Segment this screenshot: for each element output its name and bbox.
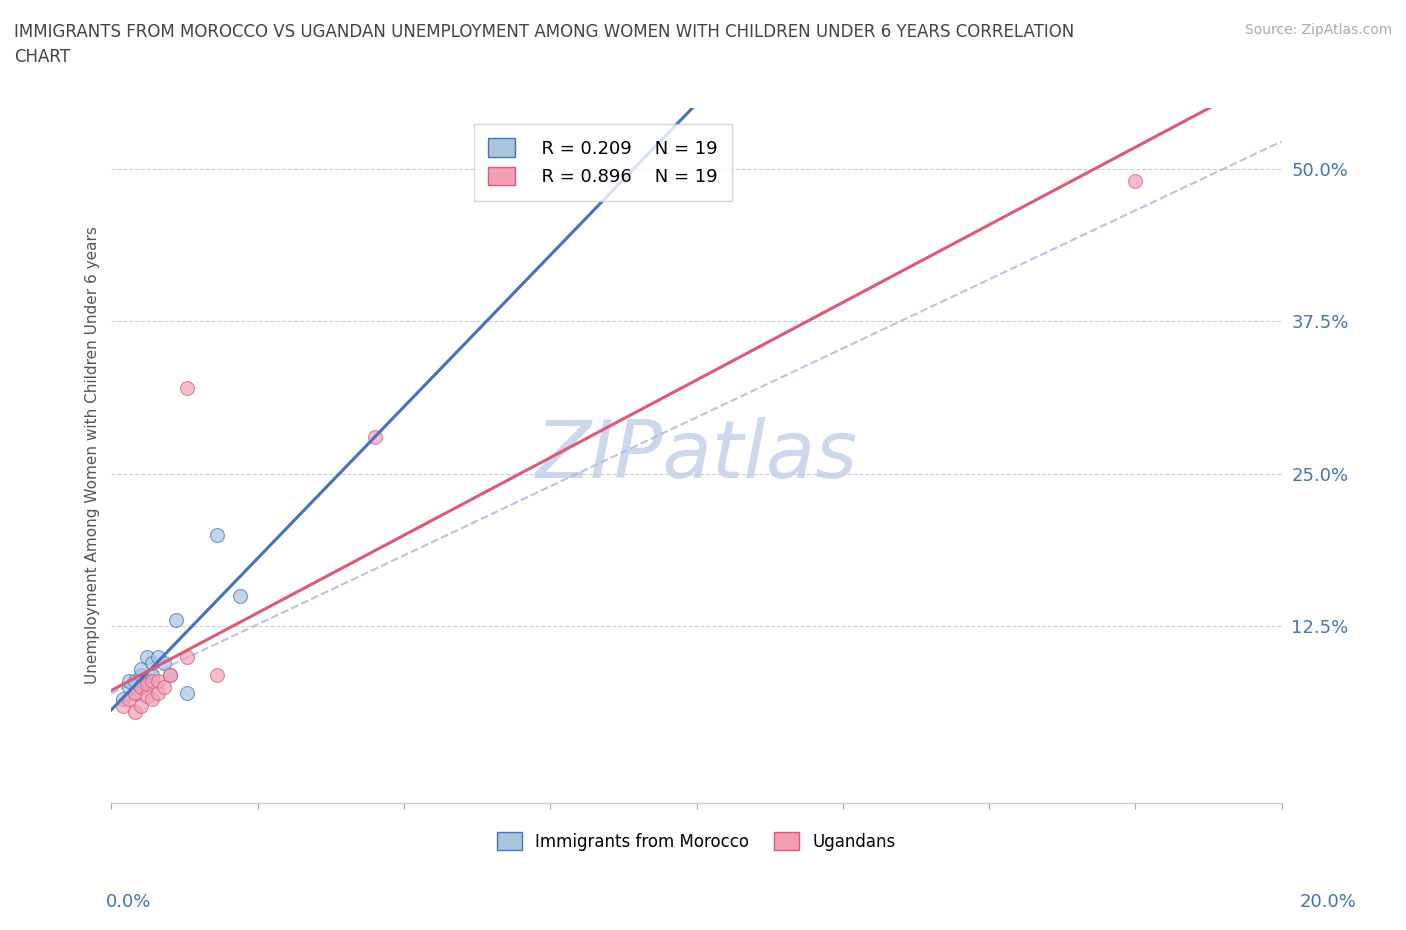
Point bbox=[129, 668, 152, 683]
Point bbox=[229, 589, 252, 604]
Text: ZIPatlas: ZIPatlas bbox=[536, 417, 858, 495]
Point bbox=[118, 692, 141, 707]
Text: Source: ZipAtlas.com: Source: ZipAtlas.com bbox=[1244, 23, 1392, 37]
Point bbox=[148, 649, 170, 664]
Point bbox=[165, 613, 187, 628]
Text: 20.0%: 20.0% bbox=[1301, 893, 1357, 910]
Point bbox=[153, 656, 176, 671]
Point bbox=[364, 430, 387, 445]
Point bbox=[129, 698, 152, 713]
Point bbox=[118, 673, 141, 688]
Point bbox=[141, 668, 163, 683]
Point bbox=[153, 680, 176, 695]
Point bbox=[124, 686, 146, 701]
Point bbox=[141, 656, 163, 671]
Point bbox=[159, 668, 181, 683]
Text: 0.0%: 0.0% bbox=[105, 893, 150, 910]
Point bbox=[1125, 174, 1147, 189]
Y-axis label: Unemployment Among Women with Children Under 6 years: Unemployment Among Women with Children U… bbox=[86, 227, 100, 684]
Point bbox=[135, 673, 157, 688]
Legend: Immigrants from Morocco, Ugandans: Immigrants from Morocco, Ugandans bbox=[491, 826, 903, 857]
Point bbox=[129, 661, 152, 676]
Point bbox=[135, 676, 157, 691]
Point bbox=[176, 649, 198, 664]
Point bbox=[118, 680, 141, 695]
Text: IMMIGRANTS FROM MOROCCO VS UGANDAN UNEMPLOYMENT AMONG WOMEN WITH CHILDREN UNDER : IMMIGRANTS FROM MOROCCO VS UGANDAN UNEMP… bbox=[14, 23, 1074, 66]
Point bbox=[135, 649, 157, 664]
Point bbox=[124, 686, 146, 701]
Point bbox=[205, 527, 228, 542]
Point bbox=[176, 381, 198, 396]
Point bbox=[148, 686, 170, 701]
Point bbox=[205, 668, 228, 683]
Point bbox=[141, 692, 163, 707]
Point bbox=[129, 680, 152, 695]
Point bbox=[112, 698, 135, 713]
Point bbox=[124, 704, 146, 719]
Point bbox=[112, 692, 135, 707]
Point bbox=[148, 673, 170, 688]
Point bbox=[135, 688, 157, 703]
Point bbox=[159, 668, 181, 683]
Point bbox=[176, 686, 198, 701]
Point bbox=[124, 673, 146, 688]
Point bbox=[129, 680, 152, 695]
Point bbox=[141, 673, 163, 688]
